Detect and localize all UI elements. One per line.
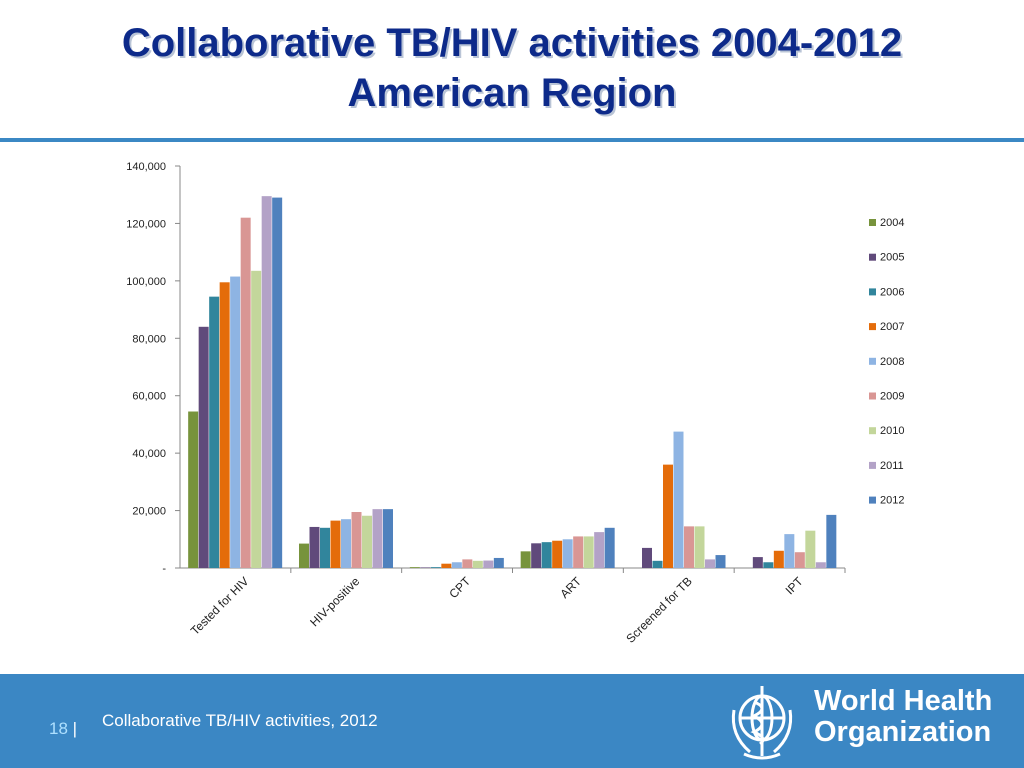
legend-label-2007: 2007 (880, 321, 904, 333)
bar-2010-tested-for-hiv (251, 270, 262, 568)
x-category-label: IPT (783, 574, 807, 598)
bar-2006-screened-for-tb (652, 560, 663, 568)
bar-2005-ipt (752, 557, 763, 568)
bar-2010-hiv-positive (362, 515, 372, 568)
bar-2011-hiv-positive (372, 509, 383, 568)
bar-2005-tested-for-hiv (198, 326, 209, 568)
bar-2006-tested-for-hiv (209, 296, 220, 568)
legend-swatch-2006 (869, 288, 876, 296)
bar-2008-screened-for-tb (673, 431, 684, 568)
bar-2011-tested-for-hiv (261, 196, 272, 568)
x-category-label: HIV-positive (307, 574, 362, 629)
y-tick-label: - (162, 563, 166, 575)
bar-2005-hiv-positive (309, 526, 320, 568)
title-line-2: American Region (347, 71, 677, 115)
page-separator: | (72, 719, 78, 738)
bar-chart: - 20,000 40,000 60,000 80,000 100,000 120,000 1… (126, 161, 904, 646)
y-tick-label: 40,000 (132, 448, 166, 460)
bar-2007-screened-for-tb (663, 464, 673, 568)
y-tick-label: 120,000 (126, 218, 166, 230)
legend-label-2010: 2010 (880, 425, 904, 437)
bar-2012-screened-for-tb (715, 555, 726, 568)
legend-swatch-2005 (869, 253, 876, 261)
bar-2005-art (531, 543, 542, 568)
title-divider (0, 138, 1024, 142)
bar-2005-cpt (420, 567, 431, 568)
y-tick-label: 60,000 (132, 391, 166, 403)
legend-label-2006: 2006 (880, 286, 904, 298)
x-category-label: Screened for TB (623, 574, 695, 646)
footer-band: 18 | Collaborative TB/HIV activities, 20… (0, 674, 1024, 768)
page-number-value: 18 (49, 719, 68, 738)
bar-2011-screened-for-tb (705, 559, 715, 568)
legend-swatch-2009 (869, 392, 876, 400)
bar-2004-cpt (409, 567, 420, 568)
legend-label-2004: 2004 (880, 217, 904, 229)
legend-label-2012: 2012 (880, 495, 904, 507)
org-name-line-2: Organization (814, 716, 992, 748)
legend-label-2009: 2009 (880, 391, 904, 403)
bar-2010-screened-for-tb (694, 526, 705, 568)
legend-swatch-2008 (869, 357, 876, 365)
bar-2009-hiv-positive (351, 512, 362, 568)
page-number: 18 | (49, 719, 77, 739)
bar-2008-cpt (451, 562, 462, 568)
bar-2010-art (583, 536, 594, 568)
bar-2011-art (594, 532, 605, 568)
bar-2006-ipt (763, 562, 774, 568)
legend-label-2011: 2011 (880, 460, 904, 472)
bar-2010-ipt (805, 530, 816, 568)
organization-name: World Health Organization (814, 686, 992, 748)
bar-2008-tested-for-hiv (230, 276, 241, 568)
legend-swatch-2010 (869, 427, 876, 435)
who-emblem-icon (731, 686, 793, 760)
bar-2010-cpt (472, 560, 483, 568)
bar-2012-cpt (493, 557, 504, 568)
bar-2004-tested-for-hiv (188, 411, 199, 568)
bar-2006-cpt (430, 567, 441, 568)
bar-2006-art (541, 542, 552, 568)
legend-label-2005: 2005 (880, 252, 904, 264)
bar-2004-hiv-positive (299, 543, 309, 568)
bar-2008-ipt (784, 534, 795, 568)
bar-2009-cpt (462, 559, 473, 568)
bar-2007-art (552, 540, 563, 568)
bar-2009-tested-for-hiv (240, 217, 251, 568)
org-name-line-1: World Health (814, 685, 993, 717)
legend-swatch-2004 (869, 219, 876, 226)
bar-2012-hiv-positive (383, 509, 393, 568)
bar-2009-screened-for-tb (684, 526, 694, 568)
bar-2011-cpt (483, 560, 494, 568)
legend-label-2008: 2008 (880, 356, 904, 368)
slide-title: Collaborative TB/HIV activities 2004-201… (0, 18, 1024, 118)
bar-2009-art (573, 536, 584, 568)
x-category-label: ART (557, 574, 584, 601)
bar-2004-art (520, 551, 531, 568)
bar-2012-ipt (826, 514, 837, 568)
bar-2011-ipt (815, 562, 826, 568)
legend-swatch-2011 (869, 461, 876, 469)
x-category-label: Tested for HIV (188, 574, 252, 638)
bar-2007-cpt (441, 563, 452, 568)
y-tick-label: 100,000 (126, 276, 166, 288)
bar-2005-screened-for-tb (642, 547, 652, 568)
x-category-label: CPT (446, 574, 473, 601)
legend-swatch-2007 (869, 323, 876, 331)
bar-2007-hiv-positive (330, 520, 341, 568)
bar-2006-hiv-positive (320, 527, 330, 568)
bar-2012-tested-for-hiv (272, 197, 283, 569)
bar-2009-ipt (794, 552, 805, 568)
bar-2008-art (562, 539, 573, 568)
bar-2008-hiv-positive (341, 519, 351, 568)
bar-2007-tested-for-hiv (219, 282, 230, 568)
y-tick-label: 20,000 (132, 506, 166, 518)
y-tick-label: 140,000 (126, 161, 166, 173)
footer-caption: Collaborative TB/HIV activities, 2012 (102, 711, 378, 730)
legend-swatch-2012 (869, 496, 876, 504)
bar-2007-ipt (773, 550, 784, 568)
y-tick-label: 80,000 (132, 333, 166, 345)
bar-2012-art (604, 527, 615, 568)
title-line-1: Collaborative TB/HIV activities 2004-201… (121, 21, 903, 65)
